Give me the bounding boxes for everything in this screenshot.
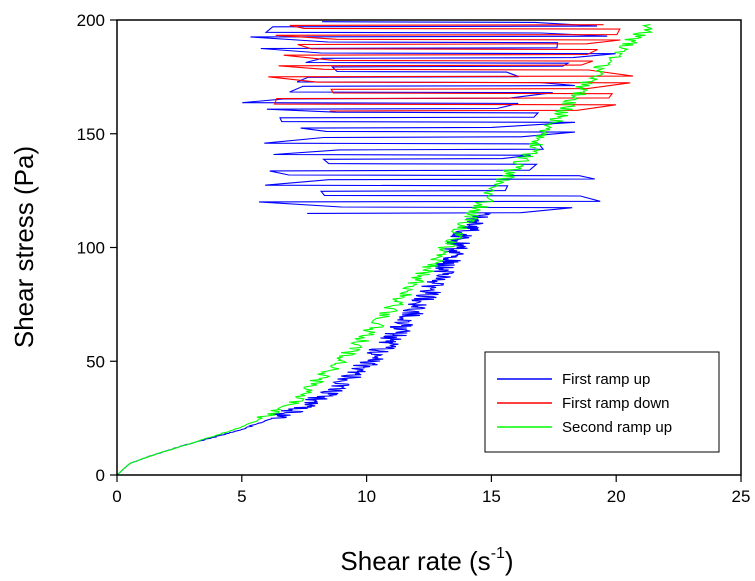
plot-frame: [116, 19, 742, 476]
x-tick-label: 20: [607, 487, 626, 506]
x-tick-label: 0: [112, 487, 121, 506]
x-tick-label: 25: [732, 487, 751, 506]
data-layer: [116, 19, 657, 476]
legend-label: First ramp down: [562, 395, 670, 412]
series-sweep-line: [242, 21, 616, 214]
y-tick-label: 100: [77, 239, 105, 258]
series-first-ramp-down: [268, 19, 657, 112]
legend-label: First ramp up: [562, 371, 650, 388]
y-tick-label: 150: [77, 125, 105, 144]
x-tick-label: 15: [482, 487, 501, 506]
frame-layer: [116, 19, 742, 476]
y-tick-label: 0: [96, 466, 105, 485]
legend: First ramp up First ramp down Second ramp …: [484, 351, 720, 453]
x-axis-title-close: ): [505, 546, 514, 576]
series-second-ramp-up: [116, 24, 654, 476]
x-axis-title: Shear rate (s-1): [340, 545, 513, 576]
x-tick-label: 5: [237, 487, 246, 506]
y-axis-title: Shear stress (Pa): [9, 146, 39, 348]
series-first-ramp-up: [116, 21, 616, 476]
legend-box: [484, 351, 720, 453]
x-axis-title-main: Shear rate (s: [340, 546, 490, 576]
series-sweep-line: [268, 24, 634, 112]
x-tick-label: 10: [357, 487, 376, 506]
series-line: [116, 24, 654, 476]
y-tick-label: 50: [86, 352, 105, 371]
legend-label: Second ramp up: [562, 419, 672, 436]
x-axis-title-superscript: -1: [491, 545, 505, 562]
y-tick-label: 200: [77, 11, 105, 30]
axes-layer: 0 5 10 15 20 25 0 50 100 150 200: [77, 11, 751, 506]
series-line: [116, 212, 492, 476]
